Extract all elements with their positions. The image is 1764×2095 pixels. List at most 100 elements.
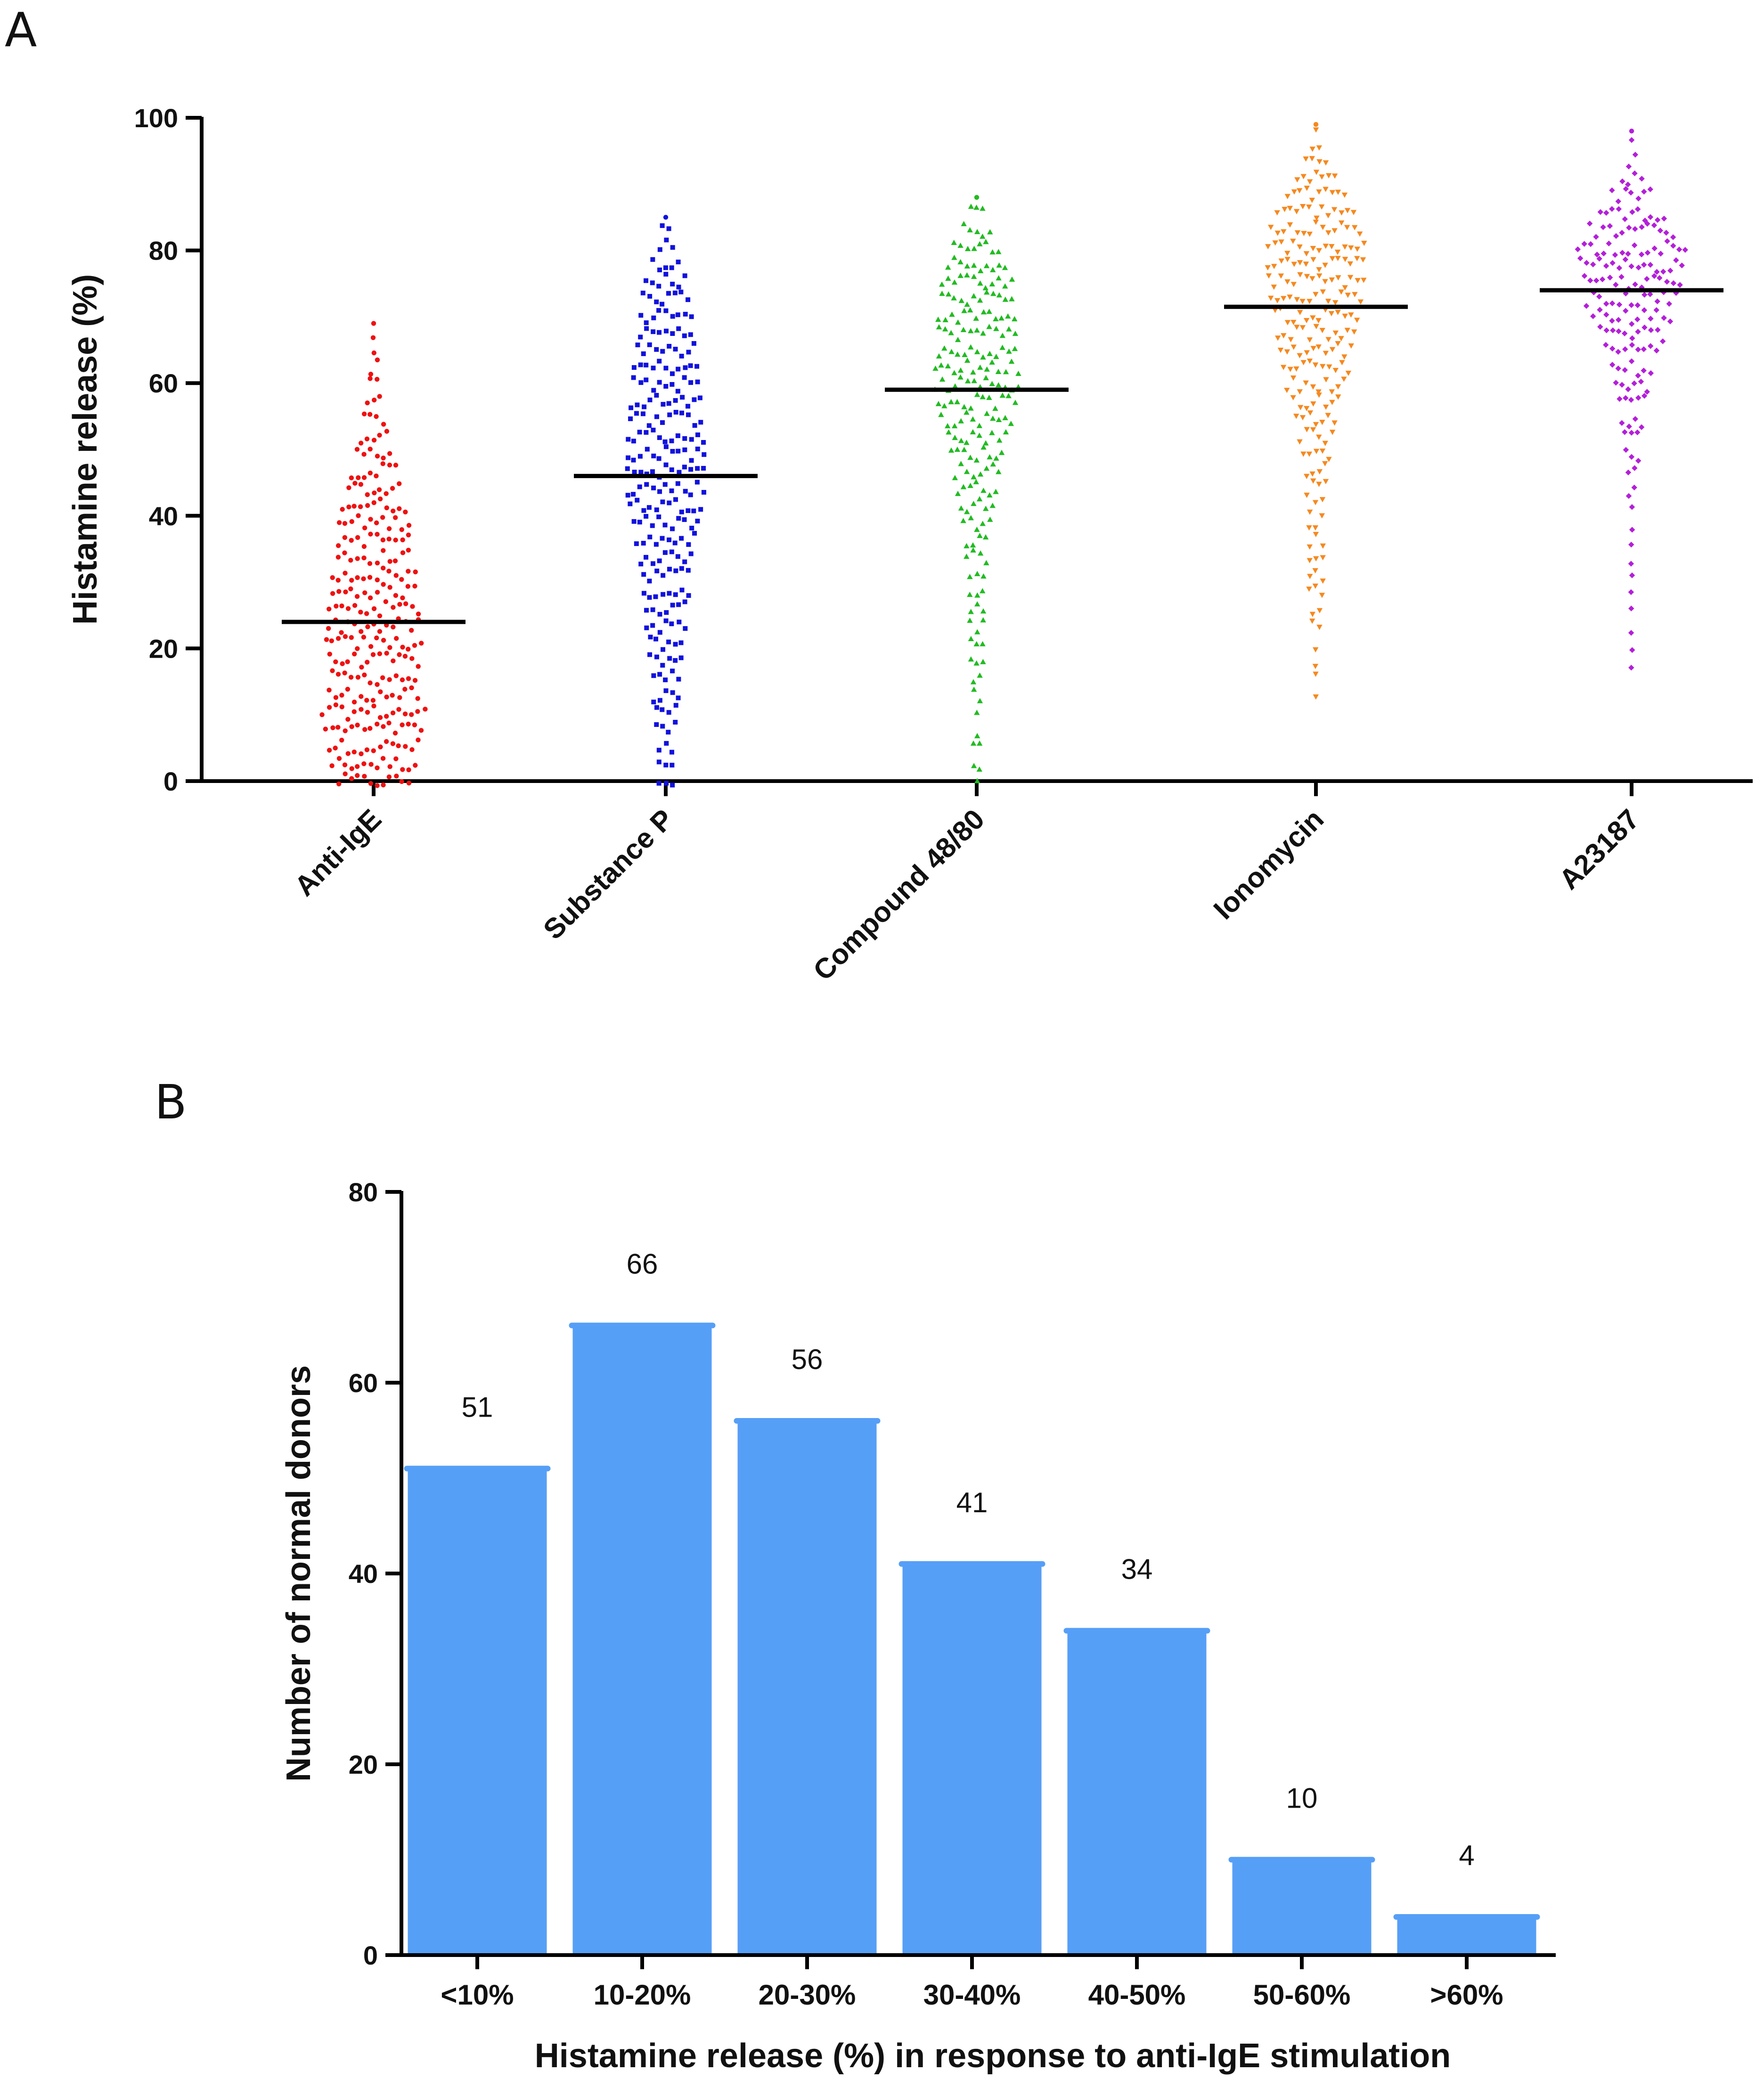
data-point — [361, 544, 367, 549]
data-point — [1290, 238, 1296, 244]
data-point — [368, 470, 373, 476]
data-point — [1002, 283, 1008, 289]
data-point — [657, 698, 662, 703]
data-point — [1335, 384, 1341, 390]
data-point — [970, 429, 976, 435]
data-point — [998, 449, 1005, 455]
data-point — [989, 359, 995, 365]
data-point — [1345, 370, 1352, 376]
data-point — [342, 521, 348, 526]
data-point — [657, 247, 662, 252]
data-point — [409, 747, 415, 752]
data-point — [1300, 360, 1307, 366]
data-point — [1005, 313, 1011, 319]
bar-value-label: 41 — [956, 1487, 988, 1518]
data-point — [1641, 393, 1648, 399]
data-point — [1677, 282, 1683, 288]
data-point — [1354, 256, 1360, 261]
data-point — [393, 538, 398, 543]
data-point — [1623, 186, 1629, 192]
data-point — [683, 489, 688, 494]
data-point — [1272, 240, 1278, 246]
data-point — [1670, 243, 1676, 249]
data-point — [1281, 229, 1287, 235]
data-point — [662, 522, 668, 528]
data-point — [1676, 246, 1682, 253]
data-point — [961, 221, 967, 227]
data-point — [352, 481, 358, 486]
data-point — [336, 589, 342, 594]
data-point — [381, 724, 386, 729]
data-point — [1294, 177, 1300, 183]
data-point — [356, 475, 361, 481]
data-point — [1284, 279, 1290, 285]
data-point — [1628, 665, 1634, 671]
data-point — [948, 399, 954, 405]
data-point — [1290, 344, 1297, 350]
data-point — [1641, 261, 1647, 268]
data-point — [1628, 541, 1634, 548]
bar-value-label: 66 — [627, 1248, 658, 1280]
data-point — [1316, 481, 1322, 487]
data-point — [1288, 337, 1294, 342]
data-point — [980, 588, 986, 594]
data-point — [1304, 427, 1310, 432]
data-point — [998, 315, 1004, 321]
data-point — [1659, 338, 1666, 344]
data-point — [1329, 399, 1335, 405]
data-point — [1329, 430, 1336, 435]
data-point — [1634, 316, 1641, 323]
data-point — [647, 293, 653, 299]
data-point — [996, 275, 1002, 281]
data-point — [935, 317, 941, 322]
data-point — [1628, 630, 1634, 636]
data-point — [679, 536, 684, 541]
data-point — [1284, 251, 1290, 256]
data-point — [951, 423, 958, 429]
data-point — [391, 605, 396, 610]
data-point — [1006, 348, 1012, 354]
data-point — [1278, 239, 1284, 245]
data-point — [669, 467, 674, 473]
data-point — [651, 700, 656, 705]
data-point — [381, 422, 386, 427]
data-point — [375, 577, 380, 583]
data-point — [1284, 257, 1290, 262]
data-point — [375, 376, 380, 382]
chart-b-y-tick-label: 80 — [349, 1177, 378, 1207]
data-point — [406, 780, 412, 786]
data-point — [329, 763, 335, 768]
data-point — [1355, 278, 1361, 284]
data-point — [377, 613, 383, 619]
data-point — [996, 437, 1003, 443]
data-point — [1642, 217, 1648, 224]
data-point — [993, 455, 999, 461]
data-point — [1319, 364, 1326, 369]
data-point — [1609, 362, 1616, 368]
data-point — [701, 465, 706, 471]
data-point — [1622, 429, 1628, 435]
data-point — [1003, 369, 1009, 375]
data-point — [692, 530, 697, 536]
data-point — [1616, 265, 1623, 271]
data-point — [961, 447, 967, 452]
data-point — [349, 776, 354, 781]
data-point — [361, 411, 367, 416]
data-point — [987, 492, 993, 497]
data-point — [666, 226, 671, 231]
chart-b-x-axis-title: Histamine release (%) in response to ant… — [535, 2037, 1451, 2075]
data-point — [1357, 299, 1364, 305]
data-point — [1291, 189, 1298, 195]
data-point — [1012, 399, 1019, 405]
data-point — [1281, 296, 1287, 302]
data-point — [657, 611, 662, 617]
data-point — [359, 665, 364, 670]
data-point — [669, 488, 674, 493]
data-point — [349, 538, 354, 543]
data-point — [1594, 252, 1600, 258]
data-point — [634, 411, 639, 416]
data-point — [688, 380, 694, 385]
data-point — [372, 490, 377, 496]
data-point — [982, 534, 989, 540]
data-point — [400, 767, 405, 772]
